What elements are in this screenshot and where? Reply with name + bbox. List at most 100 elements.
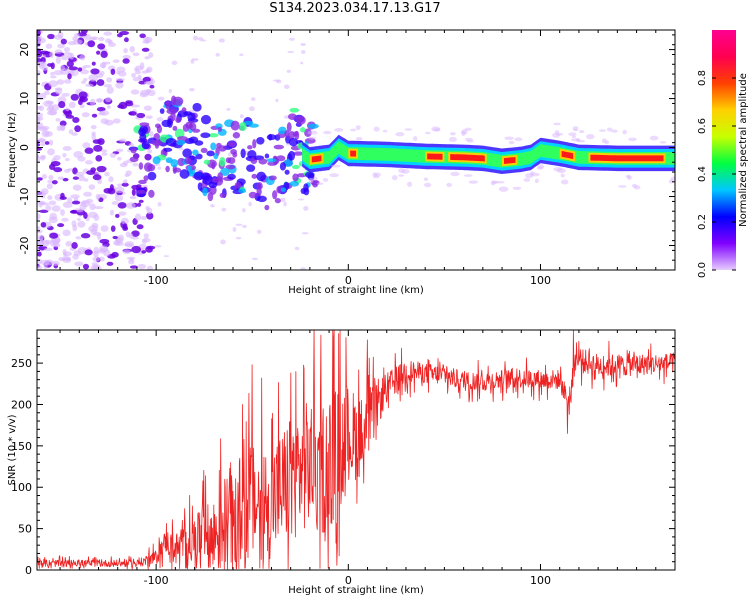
noise-blob [48, 139, 54, 146]
band-halo [446, 182, 453, 187]
noise-blob [51, 180, 58, 185]
noise-blob [289, 37, 295, 41]
noise-blob [72, 176, 79, 180]
noise-blob [235, 223, 243, 226]
band-strong-core [561, 150, 574, 160]
noise-blob [109, 152, 117, 158]
band-blob [187, 112, 196, 122]
noise-blob [45, 204, 52, 211]
band-halo [490, 180, 496, 186]
noise-blob [136, 224, 144, 230]
noise-blob [98, 111, 107, 116]
noise-blob [85, 83, 94, 87]
noise-blob [63, 47, 71, 52]
noise-blob [76, 217, 81, 222]
noise-blob [38, 105, 45, 112]
band-blob [283, 159, 294, 167]
noise-blob [128, 233, 134, 239]
noise-blob [130, 89, 140, 95]
band-blob [139, 132, 147, 143]
noise-blob [110, 225, 116, 232]
band-halo [568, 132, 577, 137]
noise-blob [189, 87, 195, 92]
noise-blob [91, 133, 96, 141]
noise-blob [37, 112, 43, 118]
band-blob [292, 131, 299, 137]
band-blob [293, 151, 304, 156]
noise-blob [80, 80, 87, 85]
noise-blob [37, 265, 43, 270]
noise-blob [111, 201, 120, 205]
colorbar-tick-label: 0.2 [697, 214, 708, 230]
band-blob [220, 167, 230, 176]
noise-blob [112, 59, 120, 63]
noise-blob [84, 160, 93, 165]
band-blob [238, 188, 247, 194]
band-blob [227, 173, 236, 180]
band-blob [227, 157, 236, 164]
noise-blob [109, 209, 115, 216]
band-blob [296, 115, 306, 125]
noise-blob [194, 169, 200, 172]
band-blob [248, 123, 259, 128]
band-blob [252, 139, 257, 149]
noise-blob [68, 101, 76, 109]
band-blob [264, 153, 270, 159]
noise-blob [275, 98, 279, 103]
noise-blob [131, 245, 142, 254]
noise-blob [90, 228, 98, 235]
noise-blob [71, 132, 78, 136]
noise-blob [137, 263, 147, 270]
band-blob [159, 108, 165, 114]
noise-blob [87, 40, 96, 48]
noise-blob [55, 56, 61, 64]
noise-blob [66, 197, 73, 203]
noise-blob [105, 96, 112, 103]
band-inner [302, 141, 675, 168]
noise-blob [279, 197, 286, 203]
band-halo [560, 173, 565, 178]
noise-blob [110, 68, 116, 75]
band-blob [139, 125, 149, 134]
noise-blob [303, 205, 309, 211]
band-halo [598, 129, 607, 132]
band-halo [392, 174, 398, 181]
noise-blob [78, 91, 88, 99]
band-halo [523, 178, 531, 182]
band-halo [423, 177, 429, 181]
y-tick-label: 200 [11, 398, 32, 411]
band-blob [170, 159, 179, 168]
noise-blob [46, 183, 53, 190]
band-blob [210, 142, 217, 151]
noise-blob [90, 125, 97, 130]
band-halo [659, 141, 667, 144]
noise-blob [122, 249, 131, 255]
band-halo [534, 178, 539, 184]
band-strong-core [350, 150, 356, 157]
band-blob [268, 133, 273, 141]
noise-blob [83, 77, 88, 82]
noise-blob [65, 114, 75, 119]
noise-blob [256, 229, 262, 235]
spectrogram-content [37, 30, 675, 270]
band-blob [141, 141, 150, 150]
noise-blob [80, 233, 91, 239]
noise-blob [95, 154, 103, 162]
noise-blob [37, 122, 44, 129]
noise-blob [121, 182, 129, 187]
noise-blob [146, 66, 153, 73]
noise-blob [71, 200, 81, 205]
band-halo [398, 168, 405, 174]
noise-blob [114, 194, 124, 202]
band-blob [213, 152, 219, 160]
noise-blob [112, 235, 118, 240]
band-strong-core [450, 154, 485, 162]
noise-blob [117, 156, 122, 161]
band-strong-core [590, 154, 664, 162]
band-blob [230, 148, 237, 155]
noise-blob [100, 225, 109, 232]
band-blob [175, 117, 181, 123]
noise-blob [48, 80, 59, 88]
band-halo [498, 186, 509, 192]
band-halo [464, 127, 472, 131]
